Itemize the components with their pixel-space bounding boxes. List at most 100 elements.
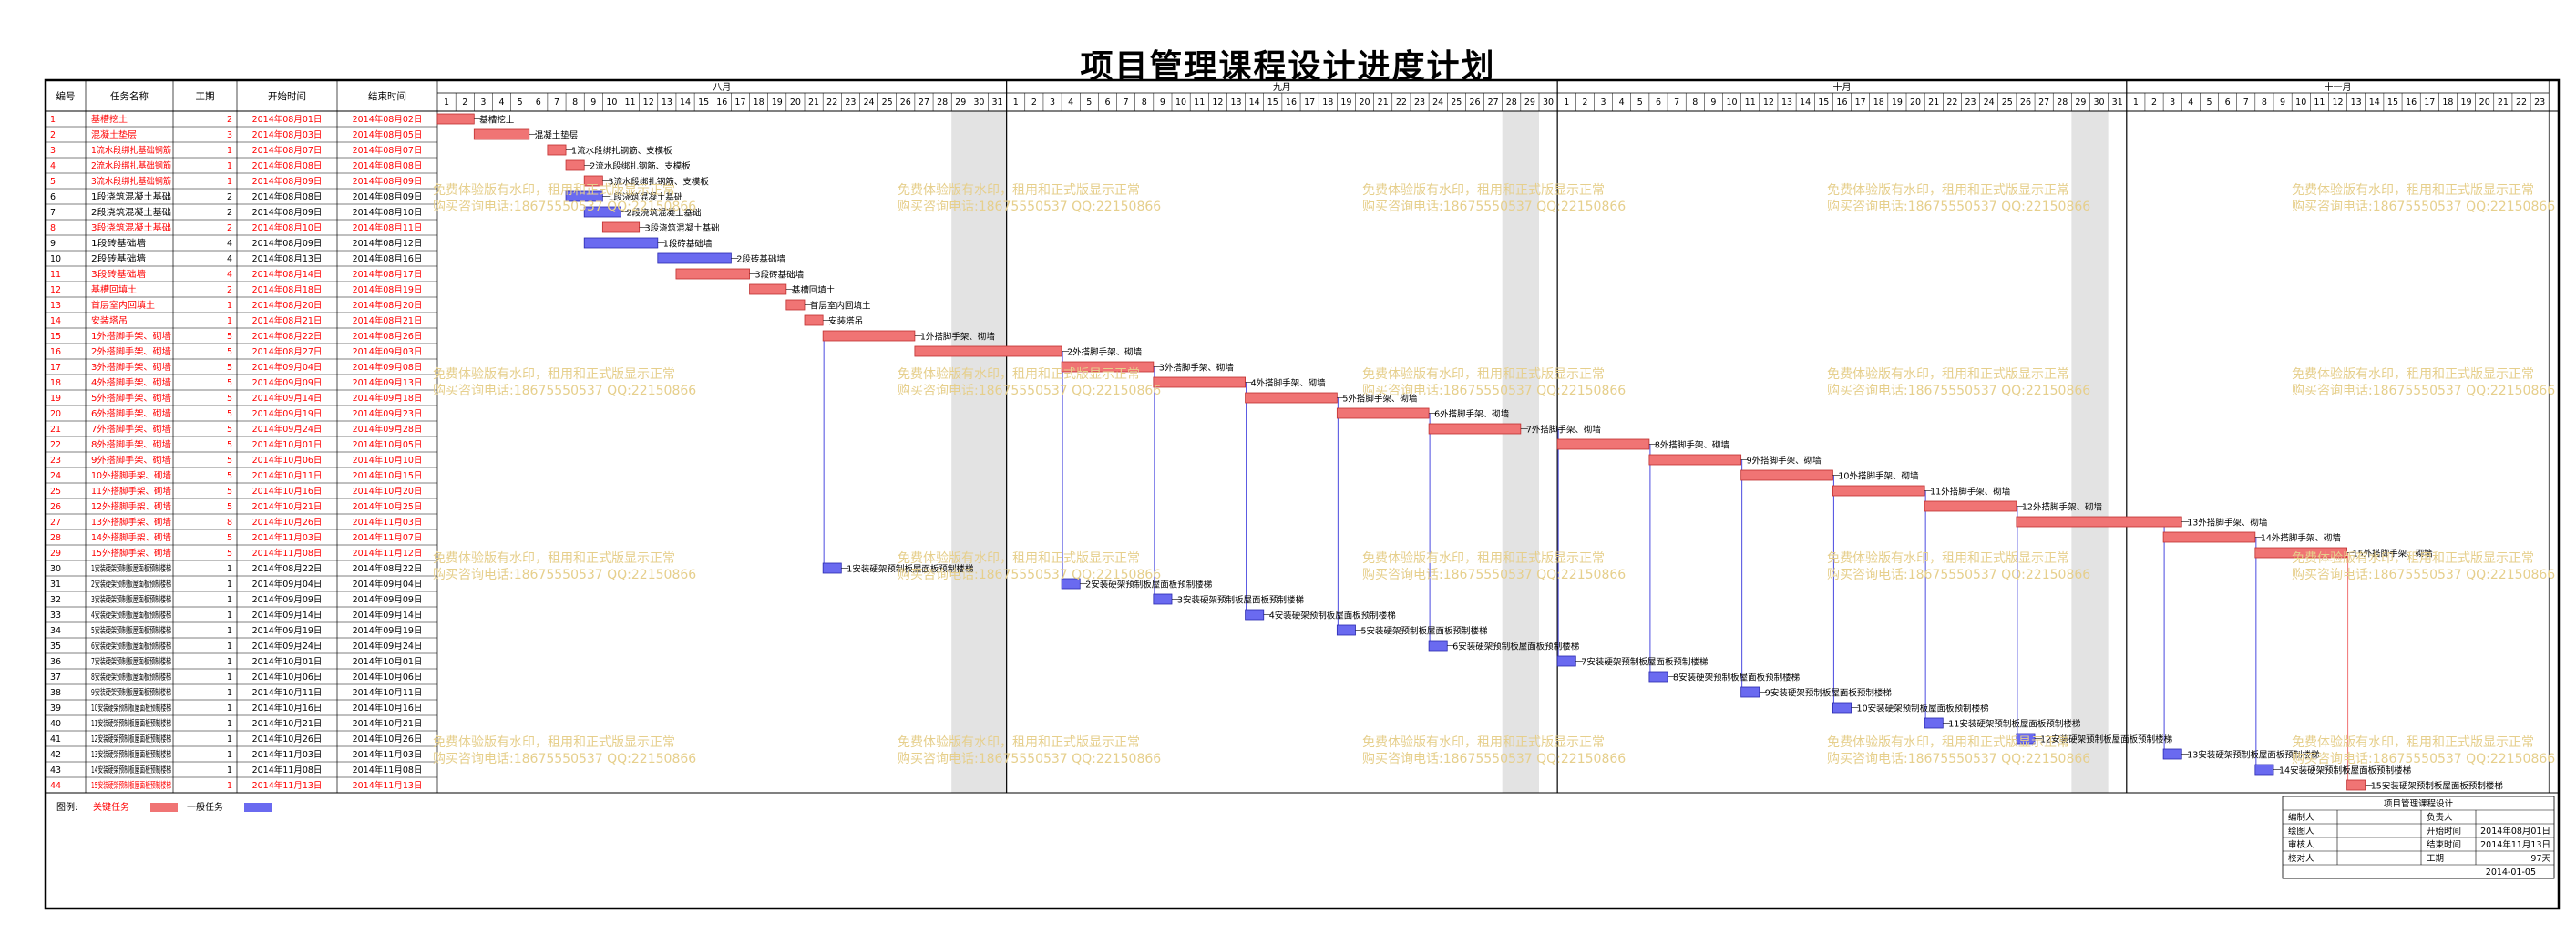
normal-task-bar [2254,764,2274,776]
critical-task-bar [1336,407,1430,419]
normal-task-bar [2162,748,2182,760]
day-number: 30 [2094,98,2105,108]
task-end: 2014年08月09日 [353,191,423,202]
task-bar-label: 15安装硬架预制板屋面板预制楼梯 [2371,780,2504,791]
normal-task-bar [1556,655,1576,667]
task-name: 7外搭脚手架、砌墙 [91,424,172,435]
task-start: 2014年08月08日 [252,160,323,171]
task-id: 17 [50,363,61,373]
task-duration: 1 [227,781,232,791]
day-number: 12 [1212,98,1223,108]
day-number: 5 [2206,98,2212,108]
day-number: 9 [590,98,596,108]
task-bar-label: 15外搭脚手架、砌墙 [2353,548,2434,559]
task-bar-label: 13外搭脚手架、砌墙 [2187,517,2268,528]
task-duration: 1 [227,673,232,683]
task-name: 10外搭脚手架、砌墙 [91,470,171,481]
task-start: 2014年08月13日 [252,253,323,264]
task-duration: 1 [227,688,232,698]
task-id: 1 [50,115,56,125]
task-name: 10安装硬架预制板屋面板预制楼梯 [91,703,171,714]
day-number: 31 [2112,98,2123,108]
task-id: 32 [50,595,61,605]
day-number: 26 [1469,98,1480,108]
normal-task-bar [565,190,603,202]
task-duration: 4 [227,239,232,249]
column-header-start: 开始时间 [268,90,306,102]
day-number: 14 [1249,98,1260,108]
day-number: 4 [2188,98,2193,108]
task-start: 2014年11月13日 [252,780,323,791]
day-number: 1 [1564,98,1569,108]
day-number: 21 [2498,98,2509,108]
task-name: 7安装硬架预制板屋面板预制楼梯 [91,656,171,667]
task-id: 11 [50,270,61,280]
info-cell: 开始时间 [2427,826,2461,837]
task-end: 2014年08月09日 [353,176,423,187]
task-name: 8安装硬架预制板屋面板预制楼梯 [91,672,171,683]
task-duration: 1 [227,177,232,187]
task-id: 24 [50,471,61,481]
info-box-title: 项目管理课程设计 [2384,798,2454,809]
task-start: 2014年10月11日 [252,687,323,698]
task-duration: 1 [227,595,232,605]
task-id: 15 [50,332,61,342]
day-number: 7 [2243,98,2249,108]
task-id: 12 [50,285,61,295]
task-start: 2014年10月01日 [252,656,323,667]
task-end: 2014年11月12日 [353,548,423,559]
task-bar-label: 10安装硬架预制板屋面板预制楼梯 [1857,703,1990,714]
task-name: 首层室内回填土 [91,300,156,311]
task-duration: 1 [227,316,232,326]
task-duration: 2 [227,115,232,125]
task-bar-label: 9外搭脚手架、砌墙 [1747,455,1822,466]
task-start: 2014年08月08日 [252,191,323,202]
day-number: 22 [2516,98,2527,108]
task-id: 8 [50,223,56,233]
task-end: 2014年09月08日 [353,362,423,373]
task-start: 2014年10月21日 [252,501,323,512]
critical-task-bar [822,330,916,342]
normal-task-bar [583,206,621,218]
task-start: 2014年08月18日 [252,284,323,295]
task-start: 2014年10月16日 [252,486,323,497]
task-end: 2014年11月08日 [353,765,423,776]
day-number: 11 [625,98,636,108]
normal-task-bar [1648,671,1668,683]
task-duration: 1 [227,642,232,652]
critical-task-bar [675,268,750,280]
task-bar-label: 13安装硬架预制板屋面板预制楼梯 [2187,749,2320,760]
task-id: 39 [50,704,61,714]
task-name: 15安装硬架预制板屋面板预制楼梯 [91,780,171,791]
day-number: 28 [2057,98,2068,108]
task-bar-label: 1安装硬架预制板屋面板预制楼梯 [847,563,974,574]
info-cell: 审核人 [2288,839,2314,850]
task-start: 2014年11月08日 [252,548,323,559]
task-id: 9 [50,239,56,249]
task-id: 4 [50,161,56,171]
task-end: 2014年08月21日 [353,315,423,326]
day-number: 15 [698,98,709,108]
task-id: 43 [50,765,61,776]
shaded-days-2 [2071,111,2109,793]
task-duration: 1 [227,580,232,590]
legend-critical-text: 关键任务 [93,801,129,813]
task-end: 2014年10月26日 [353,734,423,745]
day-number: 8 [1142,98,1147,108]
day-number: 31 [992,98,1003,108]
task-bar-label: 1外搭脚手架、砌墙 [920,331,996,342]
day-number: 2 [2151,98,2157,108]
task-start: 2014年08月22日 [252,563,323,574]
task-duration: 1 [227,765,232,776]
task-start: 2014年10月11日 [252,470,323,481]
column-header-name: 任务名称 [110,90,149,102]
task-start: 2014年08月09日 [252,238,323,249]
shaded-days-1 [1502,111,1539,793]
task-id: 10 [50,254,61,264]
day-number: 24 [1984,98,1995,108]
task-duration: 5 [227,332,232,342]
task-duration: 5 [227,502,232,512]
task-end: 2014年08月22日 [353,563,423,574]
task-duration: 1 [227,146,232,156]
task-duration: 8 [227,518,232,528]
